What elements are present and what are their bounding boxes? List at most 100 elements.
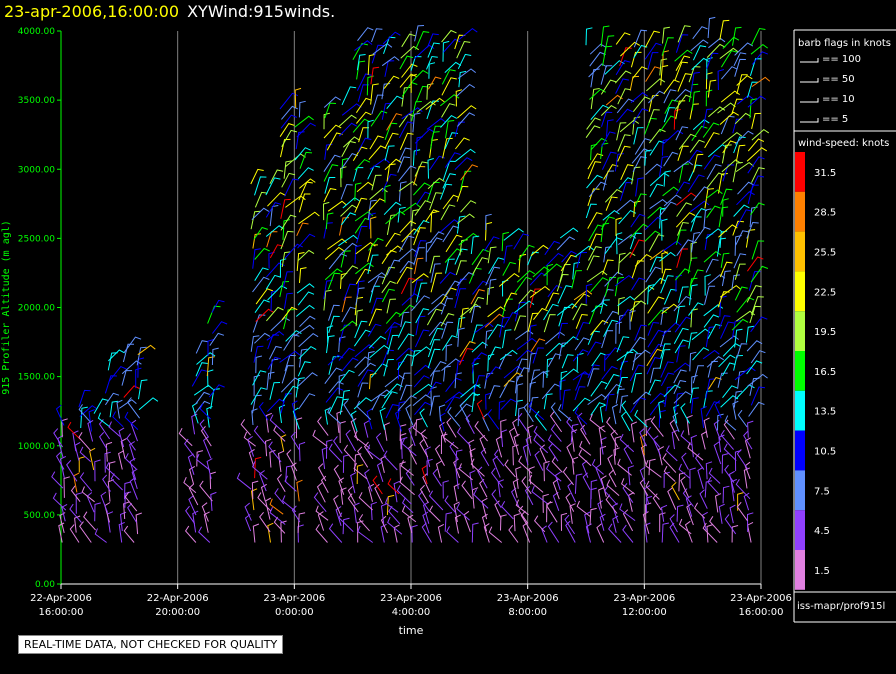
wind-barb [459,341,476,357]
wind-barb [567,481,577,503]
wind-barb [619,119,640,133]
wind-barb [561,336,579,348]
wind-barb [662,453,677,473]
wind-barb [614,70,632,84]
wind-barb [644,149,652,166]
wind-barb [630,51,642,68]
wind-barb [424,446,431,468]
wind-barb [734,450,742,472]
wind-barb [662,322,681,337]
wind-barb [629,75,640,91]
wind-barb [371,94,384,115]
wind-barb [601,151,617,170]
wind-barb [411,101,422,122]
wind-barb [269,507,286,525]
wind-barb [367,272,387,284]
wind-barb [442,431,459,449]
wind-barb [444,512,453,532]
wind-barb [646,348,664,367]
wind-barb [574,337,590,351]
wind-barb [369,158,390,170]
wind-barb [109,400,119,418]
wind-barb [212,321,228,334]
x-tick-date: 23-Apr-2006 [730,593,792,604]
wind-barb [614,436,622,456]
wind-barb [619,360,628,382]
wind-barb [724,415,737,431]
wind-barb [547,521,560,543]
wind-barb [282,385,299,402]
wind-barb [556,236,576,251]
wind-barb [426,117,446,130]
wind-barb [430,211,438,233]
wind-barb [504,459,516,478]
wind-barb [631,166,641,185]
wind-barb [284,475,297,492]
wind-barb [728,470,735,493]
wind-barb [269,382,281,400]
wind-barb [603,310,619,325]
wind-barb [419,438,429,458]
wind-barb [560,512,568,531]
wind-barb [371,394,386,411]
wind-barb [129,441,135,461]
barb-legend-label: == 5 [822,114,848,125]
wind-barb [503,292,518,308]
wind-barb [751,167,765,183]
wind-barb [702,122,720,138]
wind-barb [545,292,560,310]
wind-barb [614,274,635,287]
wind-barb [503,245,513,264]
wind-barb [705,228,724,239]
wind-barb [379,407,386,430]
wind-barb [699,489,708,509]
wind-barb [72,430,79,452]
wind-barb [299,151,313,169]
wind-barb [691,90,701,111]
barb-legend-label: == 10 [822,94,855,105]
wind-barb [456,83,475,97]
wind-barb [517,412,529,433]
wind-barb [203,511,210,533]
wind-barb [323,222,333,239]
wind-barb [296,283,315,294]
wind-barb [312,429,328,447]
wind-barb [445,234,463,253]
wind-barb [750,265,769,283]
wind-barb [689,467,696,489]
wind-barb [546,263,554,286]
wind-barb [368,145,387,160]
wind-barb [562,466,574,486]
wind-barb [597,500,605,521]
wind-barb [269,358,279,380]
x-tick-date: 23-Apr-2006 [613,593,675,604]
wind-barb [427,177,445,190]
wind-barb [285,153,306,168]
wind-barb [106,511,114,533]
wind-barb [748,401,765,417]
wind-barb [674,94,692,110]
wind-barb [500,429,508,447]
wind-barb [354,182,362,201]
wind-barb [352,118,371,133]
wind-barb [369,285,380,303]
wind-barb [370,83,379,105]
wind-barb [431,293,449,305]
wind-barb [456,317,466,337]
wind-barb [259,511,271,533]
wind-barb [426,308,443,326]
wind-barb [703,390,713,408]
wind-barb [518,505,529,524]
wind-barb [659,156,669,177]
wind-barb [281,105,299,120]
wind-barb [661,37,674,56]
wind-barb [414,128,435,144]
wind-barb [326,132,343,151]
wind-barb [427,348,441,369]
wind-barb [88,409,95,432]
wind-barb [399,424,407,441]
wind-barb [623,444,633,465]
wind-barb [459,347,474,366]
wind-barb [619,395,629,414]
wind-barb [367,244,378,262]
